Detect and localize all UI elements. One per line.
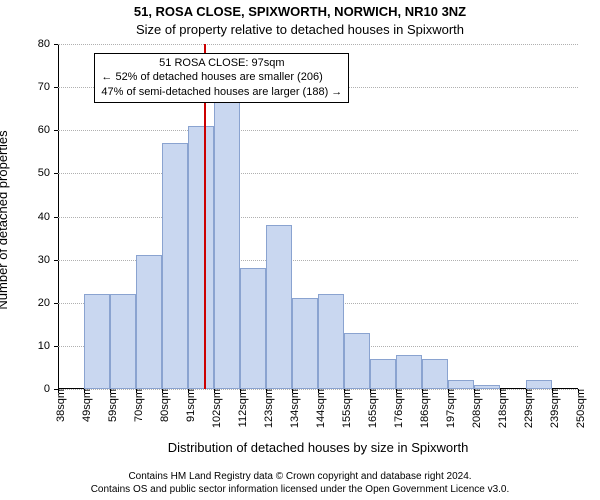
histogram-bar — [318, 294, 344, 389]
y-tick-label: 30 — [38, 254, 58, 266]
histogram-bar — [188, 126, 214, 389]
x-tick-label: 49sqm — [75, 389, 93, 422]
y-tick-label: 40 — [38, 211, 58, 223]
y-tick-label: 70 — [38, 81, 58, 93]
gridline — [58, 130, 578, 131]
y-tick-label: 80 — [38, 38, 58, 50]
x-tick-label: 218sqm — [491, 389, 509, 428]
x-tick-label: 70sqm — [127, 389, 145, 422]
chart-footer-attribution: Contains HM Land Registry data © Crown c… — [0, 470, 600, 496]
gridline — [58, 217, 578, 218]
property-size-histogram: 51, ROSA CLOSE, SPIXWORTH, NORWICH, NR10… — [0, 0, 600, 500]
footer-line-2: Contains OS and public sector informatio… — [0, 483, 600, 496]
plot-area: 0102030405060708051 ROSA CLOSE: 97sqm← 5… — [58, 44, 578, 389]
chart-title-description: Size of property relative to detached ho… — [0, 22, 600, 37]
histogram-bar — [526, 380, 552, 389]
y-tick-label: 50 — [38, 167, 58, 179]
x-tick-label: 239sqm — [543, 389, 561, 428]
info-box: 51 ROSA CLOSE: 97sqm← 52% of detached ho… — [94, 53, 349, 104]
gridline — [58, 44, 578, 45]
x-tick-label: 102sqm — [205, 389, 223, 428]
y-tick-label: 10 — [38, 340, 58, 352]
histogram-bar — [370, 359, 396, 389]
x-tick-label: 112sqm — [231, 389, 249, 427]
histogram-bar — [266, 225, 292, 389]
x-tick-label: 123sqm — [257, 389, 275, 428]
x-tick-label: 134sqm — [283, 389, 301, 428]
histogram-bar — [162, 143, 188, 389]
x-tick-label: 155sqm — [335, 389, 353, 428]
x-tick-label: 38sqm — [49, 389, 67, 422]
info-box-line: ← 52% of detached houses are smaller (20… — [101, 70, 342, 85]
info-box-line: 51 ROSA CLOSE: 97sqm — [101, 56, 342, 71]
y-axis-label: Number of detached properties — [0, 130, 10, 309]
histogram-bar — [344, 333, 370, 389]
histogram-bar — [396, 355, 422, 390]
x-tick-label: 250sqm — [569, 389, 587, 428]
x-tick-label: 208sqm — [465, 389, 483, 428]
histogram-bar — [448, 380, 474, 389]
histogram-bar — [84, 294, 110, 389]
chart-title-address: 51, ROSA CLOSE, SPIXWORTH, NORWICH, NR10… — [0, 4, 600, 19]
x-tick-label: 176sqm — [387, 389, 405, 428]
histogram-bar — [214, 100, 240, 389]
x-tick-label: 80sqm — [153, 389, 171, 422]
x-tick-label: 59sqm — [101, 389, 119, 422]
y-tick-label: 20 — [38, 297, 58, 309]
x-axis-label: Distribution of detached houses by size … — [58, 440, 578, 455]
y-tick-label: 60 — [38, 124, 58, 136]
x-tick-label: 165sqm — [361, 389, 379, 428]
footer-line-1: Contains HM Land Registry data © Crown c… — [0, 470, 600, 483]
x-tick-label: 91sqm — [179, 389, 197, 422]
histogram-bar — [240, 268, 266, 389]
x-tick-label: 197sqm — [439, 389, 457, 428]
x-tick-label: 144sqm — [309, 389, 327, 428]
x-tick-label: 229sqm — [517, 389, 535, 428]
histogram-bar — [110, 294, 136, 389]
info-box-line: 47% of semi-detached houses are larger (… — [101, 85, 342, 100]
gridline — [58, 173, 578, 174]
histogram-bar — [136, 255, 162, 389]
histogram-bar — [422, 359, 448, 389]
x-tick-label: 186sqm — [413, 389, 431, 428]
histogram-bar — [292, 298, 318, 389]
